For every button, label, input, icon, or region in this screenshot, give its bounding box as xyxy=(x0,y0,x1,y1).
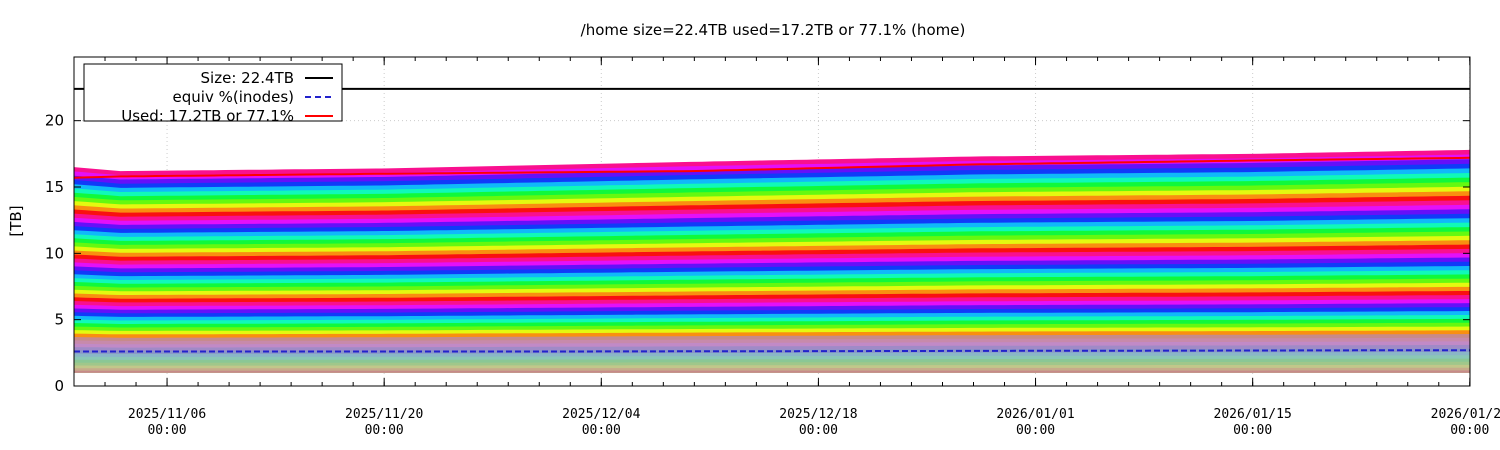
x-tick-time: 00:00 xyxy=(1016,423,1055,438)
x-tick-date: 2025/12/18 xyxy=(779,407,857,422)
x-tick-date: 2025/12/04 xyxy=(562,407,640,422)
inodes-series-line xyxy=(74,349,1470,353)
y-tick-label: 0 xyxy=(54,377,64,395)
x-tick-date: 2026/01/29 xyxy=(1431,407,1500,422)
x-tick-time: 00:00 xyxy=(582,423,621,438)
y-axis-label: [TB] xyxy=(7,205,25,236)
x-axis: 2025/11/0600:002025/11/2000:002025/12/04… xyxy=(73,57,1500,438)
x-tick-time: 00:00 xyxy=(799,423,838,438)
x-tick-date: 2026/01/15 xyxy=(1214,407,1292,422)
x-tick-date: 2025/11/20 xyxy=(345,407,423,422)
legend-label: equiv %(inodes) xyxy=(173,88,294,106)
x-tick-date: 2026/01/01 xyxy=(996,407,1074,422)
y-tick-label: 15 xyxy=(45,178,64,196)
x-tick-time: 00:00 xyxy=(365,423,404,438)
y-tick-label: 5 xyxy=(54,311,64,329)
legend-box xyxy=(83,63,343,122)
chart-title: /home size=22.4TB used=17.2TB or 77.1% (… xyxy=(581,21,966,39)
x-tick-time: 00:00 xyxy=(1450,423,1489,438)
x-tick-time: 00:00 xyxy=(1233,423,1272,438)
stacked-bands xyxy=(74,149,1470,373)
legend-label: Size: 22.4TB xyxy=(201,69,294,87)
y-tick-label: 10 xyxy=(45,244,64,262)
stack-band xyxy=(74,370,1470,373)
used-series-line xyxy=(73,156,1471,179)
x-tick-date: 2025/11/06 xyxy=(128,407,206,422)
plot-frame xyxy=(73,56,1471,387)
x-tick-time: 00:00 xyxy=(147,423,186,438)
y-tick-label: 20 xyxy=(45,112,64,130)
y-axis: 0 5 10 15 20 xyxy=(45,112,1470,395)
legend-label: Used: 17.2TB or 77.1% xyxy=(121,107,294,125)
